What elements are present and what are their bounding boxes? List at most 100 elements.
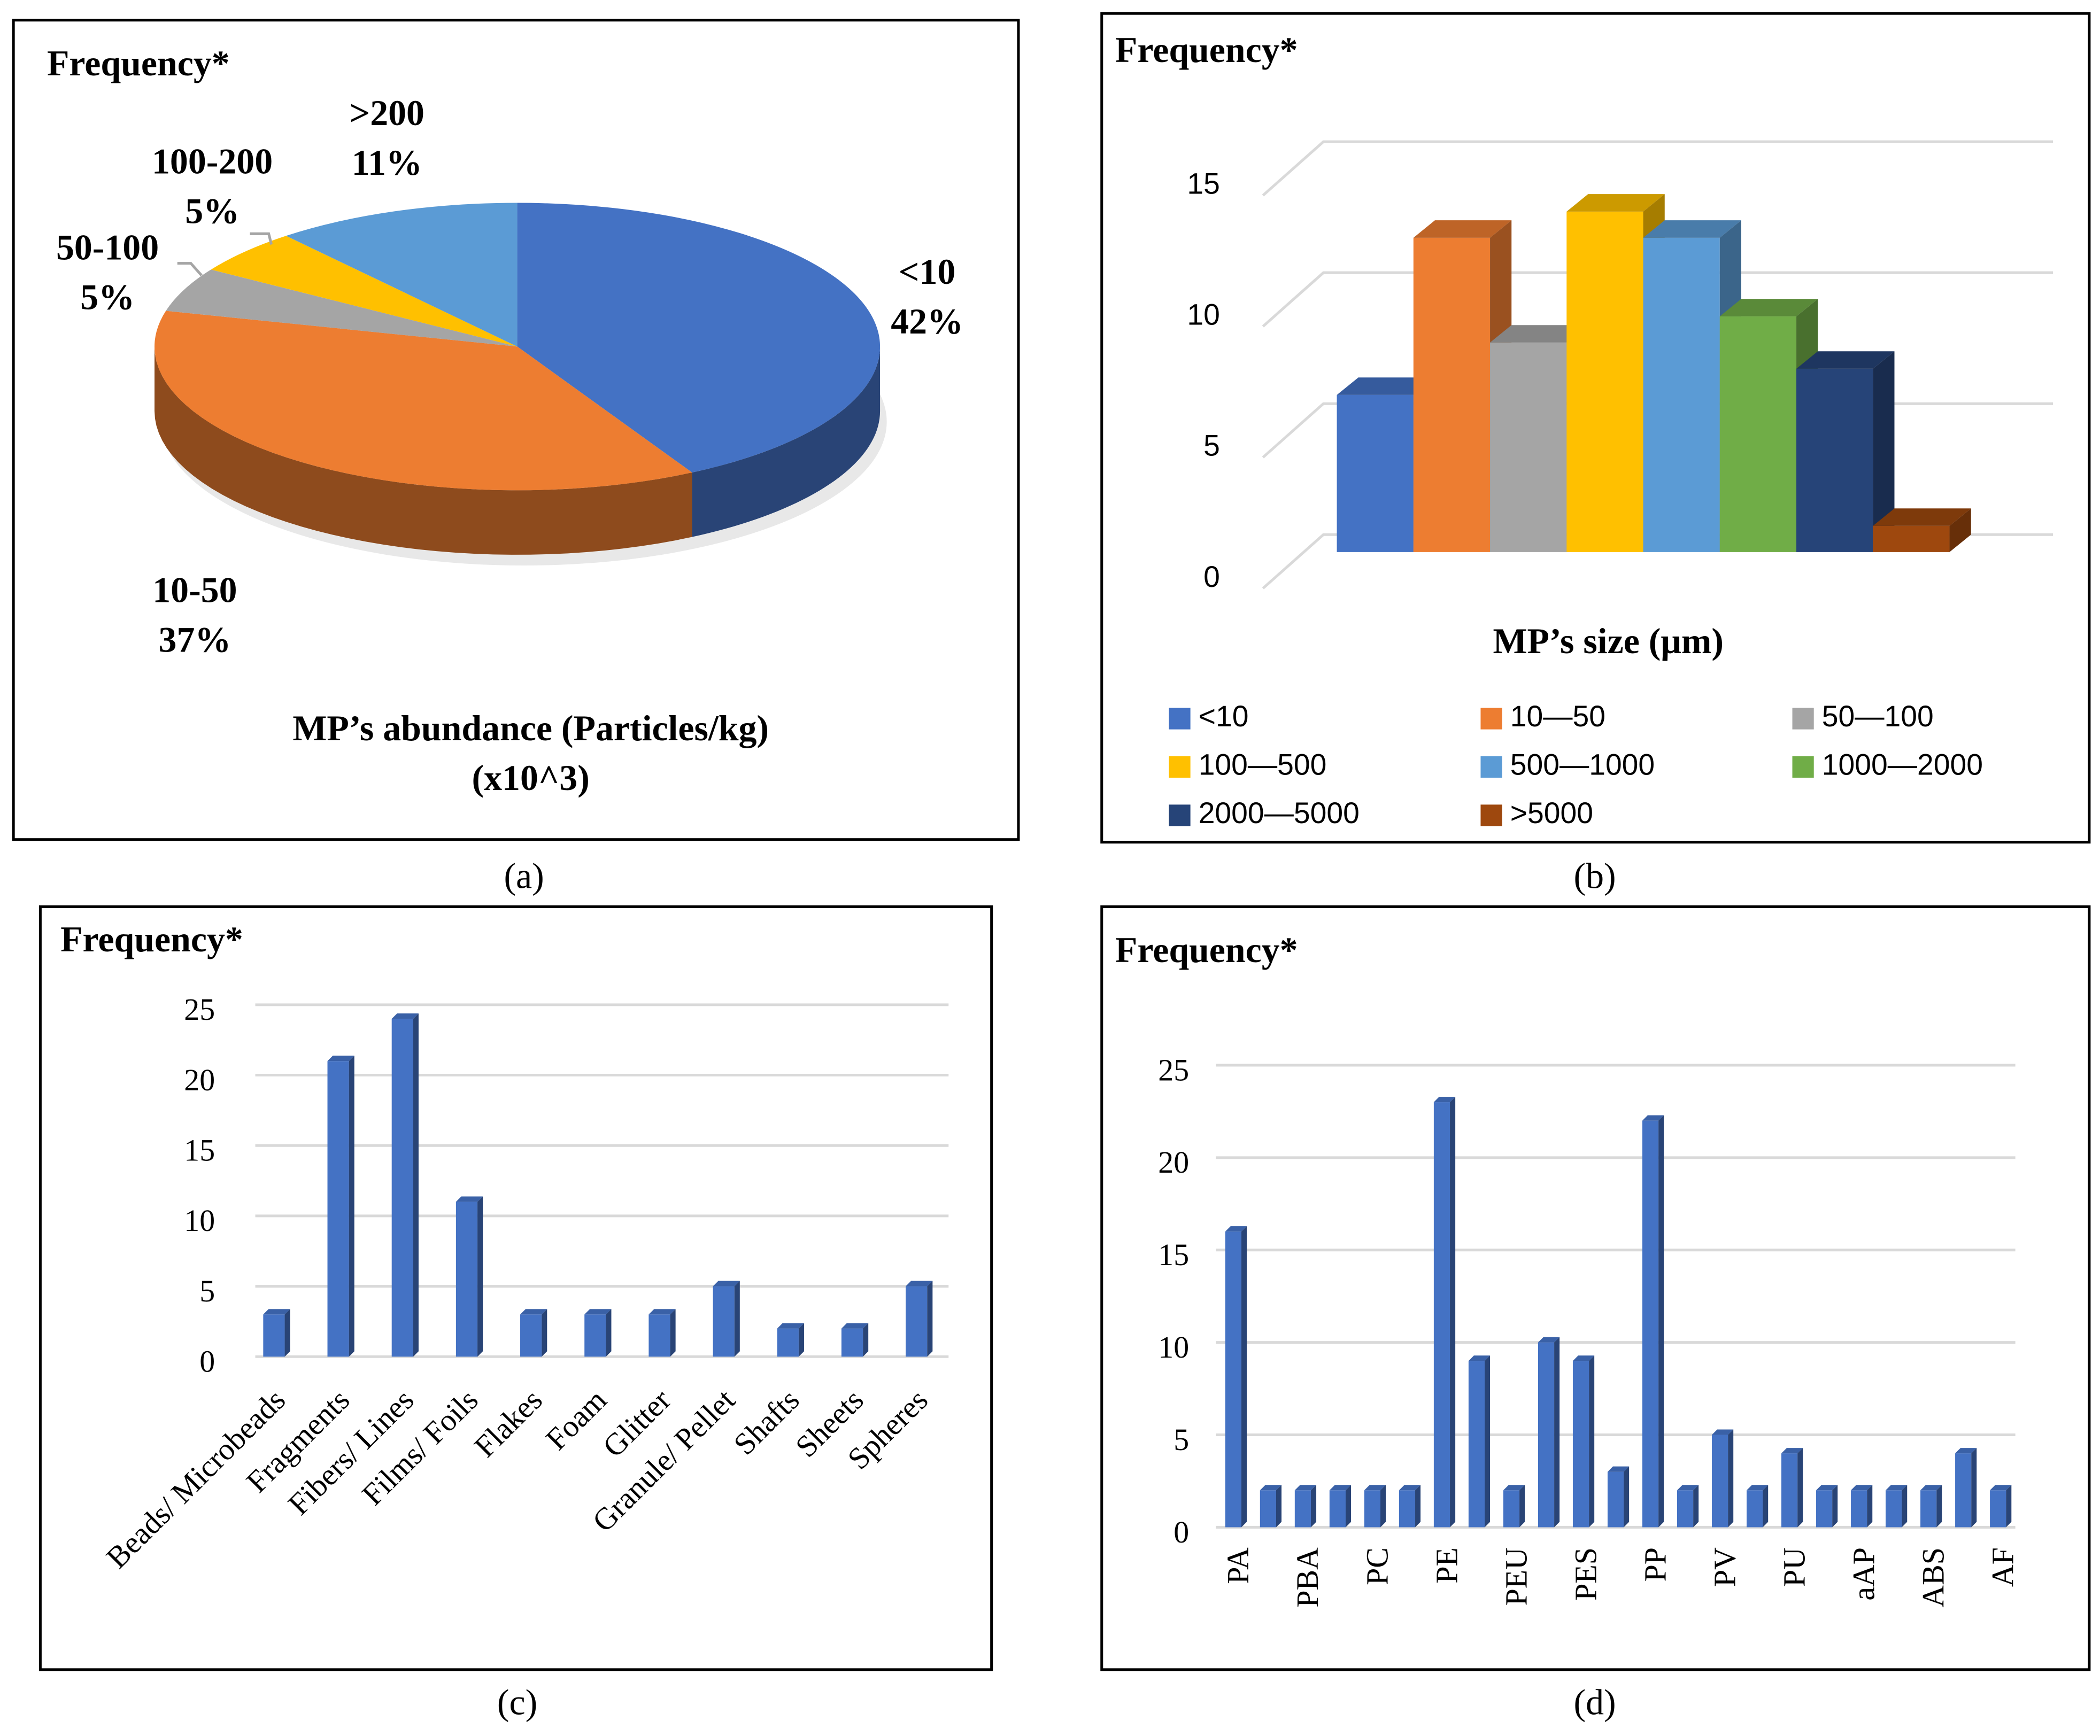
y-tick-label: 25 (184, 992, 215, 1027)
bar-side (2006, 1485, 2012, 1528)
y-tick-label: 20 (184, 1063, 215, 1097)
bar-top (1294, 1485, 1317, 1491)
y-tick-label: 15 (1158, 1237, 1189, 1272)
slice-side (155, 346, 692, 555)
bar-top (1920, 1485, 1942, 1491)
bar (1468, 1361, 1485, 1528)
slice-label: 50-100 (56, 228, 159, 268)
bar-top (1719, 299, 1818, 316)
bar-top (1566, 194, 1665, 212)
bar (1873, 525, 1950, 552)
legend-swatch (1480, 708, 1502, 730)
y-tick-label: 20 (1158, 1145, 1189, 1180)
leader-line (177, 262, 203, 276)
legend-label: 2000—5000 (1199, 796, 1360, 830)
x-tick-label: Shafts (727, 1382, 806, 1461)
bar (1260, 1490, 1276, 1528)
x-tick-label: PEU (1499, 1547, 1533, 1606)
bar-top (1955, 1448, 1977, 1454)
bar-top (1468, 1355, 1491, 1361)
bar-top (584, 1309, 612, 1315)
bar (1413, 237, 1491, 552)
bar (1607, 1471, 1624, 1528)
bar-side (1554, 1337, 1560, 1528)
bar (1816, 1490, 1833, 1528)
legend-swatch (1480, 756, 1502, 778)
bar (1886, 1490, 1902, 1528)
bar (1711, 1435, 1728, 1528)
bar-side (1485, 1355, 1491, 1528)
x-tick-label: PV (1707, 1547, 1742, 1587)
chart-title: Frequency* (47, 43, 230, 83)
bar (777, 1328, 799, 1357)
bar (1990, 1490, 2006, 1528)
bar (1364, 1490, 1381, 1528)
bar-side (1310, 1485, 1317, 1528)
y-tick-label: 5 (1173, 1422, 1189, 1457)
slice-value-label: 5% (80, 277, 135, 317)
legend-label: 1000—2000 (1822, 748, 1983, 781)
bar-side (1624, 1466, 1630, 1528)
slice-label: >200 (350, 93, 424, 133)
panel-frame (1100, 905, 2091, 1671)
bar-side (349, 1056, 354, 1357)
x-tick-label: PU (1777, 1547, 1811, 1587)
bar-top (1642, 1115, 1664, 1121)
bar-top (1490, 325, 1588, 343)
bar-top (1260, 1485, 1282, 1491)
slice (155, 311, 692, 491)
bar-top (1538, 1337, 1560, 1343)
panel-frame (1100, 12, 2091, 844)
y-tick-label: 15 (184, 1133, 215, 1168)
x-tick-label: PA (1221, 1547, 1255, 1584)
bar-top (1607, 1466, 1630, 1472)
bar-top (1399, 1485, 1421, 1491)
y-tick-label: 5 (199, 1274, 215, 1308)
bar-top (1225, 1226, 1247, 1232)
slice-value-label: 37% (159, 619, 231, 660)
x-tick-label: PBA (1290, 1547, 1325, 1608)
slice-label: 100-200 (152, 142, 273, 182)
y-tick-label: 5 (1203, 429, 1220, 462)
bar-side (863, 1323, 869, 1357)
x-tick-label: AF (1986, 1547, 2020, 1587)
axis-label: MP’s abundance (Particles/kg) (292, 708, 769, 748)
bar-top (906, 1281, 933, 1286)
bar-top (777, 1323, 804, 1329)
bar (1433, 1102, 1450, 1528)
bar-top (1873, 508, 1971, 526)
bar-side (1658, 1115, 1664, 1528)
bar (1746, 1490, 1763, 1528)
slice (517, 203, 881, 473)
bar (841, 1328, 863, 1357)
bar-top (841, 1323, 869, 1329)
bar-side (413, 1013, 419, 1357)
bar-side (1728, 1429, 1734, 1528)
bar (1781, 1453, 1798, 1528)
bar-side (1832, 1485, 1838, 1528)
y-tick-label: 10 (184, 1203, 215, 1238)
bar-side (477, 1196, 483, 1357)
panel-caption: (a) (504, 856, 544, 896)
x-tick-label: PP (1638, 1547, 1672, 1582)
x-tick-label: PES (1568, 1547, 1603, 1601)
panel-caption: (c) (497, 1682, 537, 1722)
bar-top (1643, 220, 1741, 238)
bar-top (520, 1309, 547, 1315)
bar-side (1763, 1485, 1769, 1528)
leader-line (250, 232, 273, 245)
grid-line (1262, 140, 2053, 197)
panel-frame (12, 19, 1020, 841)
bar-top (455, 1196, 483, 1202)
panel-frame (38, 905, 993, 1671)
bar-side (1949, 508, 1971, 552)
bar-top (1990, 1485, 2012, 1491)
bar-side (606, 1309, 612, 1357)
bar (1294, 1490, 1311, 1528)
legend-swatch (1169, 804, 1191, 826)
slice-value-label: 42% (891, 301, 963, 342)
legend-label: 500—1000 (1510, 748, 1655, 781)
y-tick-label: 0 (199, 1344, 215, 1379)
legend-label: 50—100 (1822, 700, 1934, 733)
